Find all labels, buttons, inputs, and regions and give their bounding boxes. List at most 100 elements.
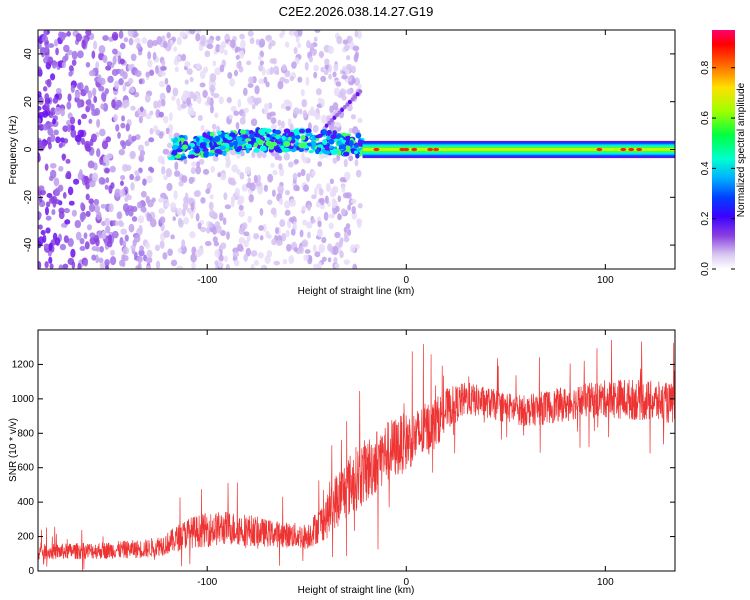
spectrogram-noise-cell bbox=[165, 127, 170, 135]
spectrogram-noise-cell bbox=[190, 166, 196, 175]
spectrogram-noise-cell bbox=[314, 30, 321, 33]
spectrogram-streak-cell bbox=[350, 97, 355, 102]
spectrogram-noise-cell bbox=[135, 174, 141, 182]
spectrogram-noise-cell bbox=[200, 124, 205, 131]
spectrogram-noise-cell bbox=[307, 204, 311, 211]
snr-x-tick-label: 0 bbox=[403, 577, 409, 588]
spectrogram-noise-cell bbox=[353, 53, 359, 63]
spectrogram-noise-cell bbox=[118, 149, 126, 156]
spectrogram-band-cell bbox=[317, 144, 323, 148]
spectrogram-noise-cell bbox=[152, 51, 157, 61]
spectrogram-noise-cell bbox=[301, 239, 309, 248]
spectrogram-noise-cell bbox=[313, 64, 320, 72]
spectrogram-noise-cell bbox=[277, 80, 284, 90]
spectrogram-noise-cell bbox=[138, 115, 143, 124]
spectrogram-noise-cell bbox=[212, 60, 217, 67]
spectrogram-band-cell bbox=[274, 129, 282, 135]
spectrogram-noise-cell bbox=[122, 246, 130, 255]
spectrogram-streak-cell bbox=[347, 99, 352, 105]
spectrogram-band-cell bbox=[233, 145, 238, 150]
spectrogram-noise-cell bbox=[181, 239, 186, 249]
spectrogram-band-cell bbox=[214, 148, 222, 154]
spectrogram-band-cell bbox=[171, 149, 178, 156]
spectrogram-noise-cell bbox=[292, 172, 298, 181]
spectrogram-noise-cell bbox=[217, 172, 222, 178]
spectrogram-band-cell bbox=[245, 143, 253, 149]
spectrogram-band-cell bbox=[349, 139, 354, 146]
spectrogram-noise-cell bbox=[100, 92, 107, 101]
spectrogram-noise-cell bbox=[246, 182, 252, 189]
spectrogram-noise-cell bbox=[338, 239, 343, 248]
spectrogram-noise-cell bbox=[199, 70, 206, 80]
spectrogram-noise-cell bbox=[38, 236, 44, 245]
spectrogram-noise-cell bbox=[61, 61, 66, 69]
spectrogram-y-label: Frequency (Hz) bbox=[8, 116, 19, 185]
spectrogram-noise-cell bbox=[236, 168, 241, 175]
spectrogram-noise-cell bbox=[165, 167, 173, 178]
spectrogram-noise-cell bbox=[176, 36, 182, 46]
spectrogram-noise-cell bbox=[262, 223, 267, 233]
spectrogram-noise-cell bbox=[42, 234, 47, 243]
snr-x-label: Height of straight line (km) bbox=[298, 585, 415, 596]
spectrogram-noise-cell bbox=[85, 145, 92, 152]
spectrogram-noise-cell bbox=[297, 76, 303, 83]
spectrogram-noise-cell bbox=[345, 223, 351, 230]
spectrogram-noise-cell bbox=[248, 76, 254, 84]
spectrogram-noise-cell bbox=[351, 205, 356, 215]
spectrogram-noise-cell bbox=[324, 64, 329, 70]
spectrogram-noise-cell bbox=[226, 97, 232, 104]
spectrogram-noise-cell bbox=[337, 213, 342, 221]
spectrogram-noise-cell bbox=[104, 259, 110, 266]
spectrogram-noise-cell bbox=[279, 197, 284, 205]
spectrogram-noise-cell bbox=[101, 230, 107, 240]
spectrogram-noise-cell bbox=[278, 163, 283, 170]
spectrogram-noise-cell bbox=[68, 71, 73, 77]
spectrogram-noise-cell bbox=[105, 65, 112, 71]
spectrogram-noise-cell bbox=[38, 152, 41, 162]
spectrogram-noise-cell bbox=[132, 239, 137, 247]
spectrogram-noise-cell bbox=[41, 140, 46, 149]
spectrogram-noise-cell bbox=[190, 111, 197, 116]
spectrogram-noise-cell bbox=[319, 203, 325, 210]
spectrogram-band-cell bbox=[224, 133, 229, 139]
spectrogram-noise-cell bbox=[50, 195, 58, 204]
spectrogram-noise-cell bbox=[39, 47, 46, 55]
spectrogram-noise-cell bbox=[74, 219, 82, 229]
spectrogram-band-cell bbox=[281, 135, 286, 141]
spectrogram-noise-cell bbox=[119, 68, 125, 77]
spectrogram-noise-cell bbox=[191, 261, 196, 269]
spectrogram-band-cell bbox=[182, 144, 189, 150]
spectrogram-noise-cell bbox=[328, 73, 332, 80]
spectrogram-band-cell bbox=[283, 147, 289, 153]
spectrogram-noise-cell bbox=[277, 185, 284, 194]
spectrogram-noise-cell bbox=[238, 66, 244, 73]
spectrogram-noise-cell bbox=[227, 72, 233, 79]
spectrogram-noise-cell bbox=[288, 255, 295, 264]
spectrogram-noise-cell bbox=[270, 124, 278, 130]
spectrogram-noise-cell bbox=[235, 54, 240, 60]
spectrogram-noise-cell bbox=[58, 264, 64, 269]
spectrogram-noise-cell bbox=[328, 222, 334, 230]
spectrogram-noise-cell bbox=[293, 107, 300, 116]
spectrogram-noise-cell bbox=[174, 170, 181, 177]
spectrogram-noise-cell bbox=[129, 173, 135, 181]
spectrogram-y-tick-label: 40 bbox=[23, 48, 34, 60]
spectrogram-noise-cell bbox=[151, 197, 156, 203]
spectrogram-band-cell bbox=[298, 148, 305, 153]
spectrogram-noise-cell bbox=[38, 185, 45, 192]
spectrogram-noise-cell bbox=[283, 152, 291, 161]
spectrogram-streak-cell bbox=[355, 91, 360, 97]
spectrogram-noise-cell bbox=[163, 230, 170, 238]
spectrogram-y-tick-label: 20 bbox=[23, 96, 34, 108]
spectrogram-peak-cell bbox=[628, 147, 635, 152]
spectrogram-noise-cell bbox=[49, 73, 56, 81]
spectrogram-noise-cell bbox=[129, 150, 136, 160]
spectrogram-noise-cell bbox=[66, 31, 71, 37]
spectrogram-band-cell bbox=[342, 151, 350, 157]
spectrogram-noise-cell bbox=[243, 253, 248, 262]
spectrogram-noise-cell bbox=[59, 243, 67, 251]
spectrogram-noise-cell bbox=[172, 216, 176, 222]
spectrogram-noise-cell bbox=[156, 35, 163, 45]
spectrogram-noise-cell bbox=[134, 170, 140, 177]
spectrogram-noise-cell bbox=[314, 187, 318, 197]
